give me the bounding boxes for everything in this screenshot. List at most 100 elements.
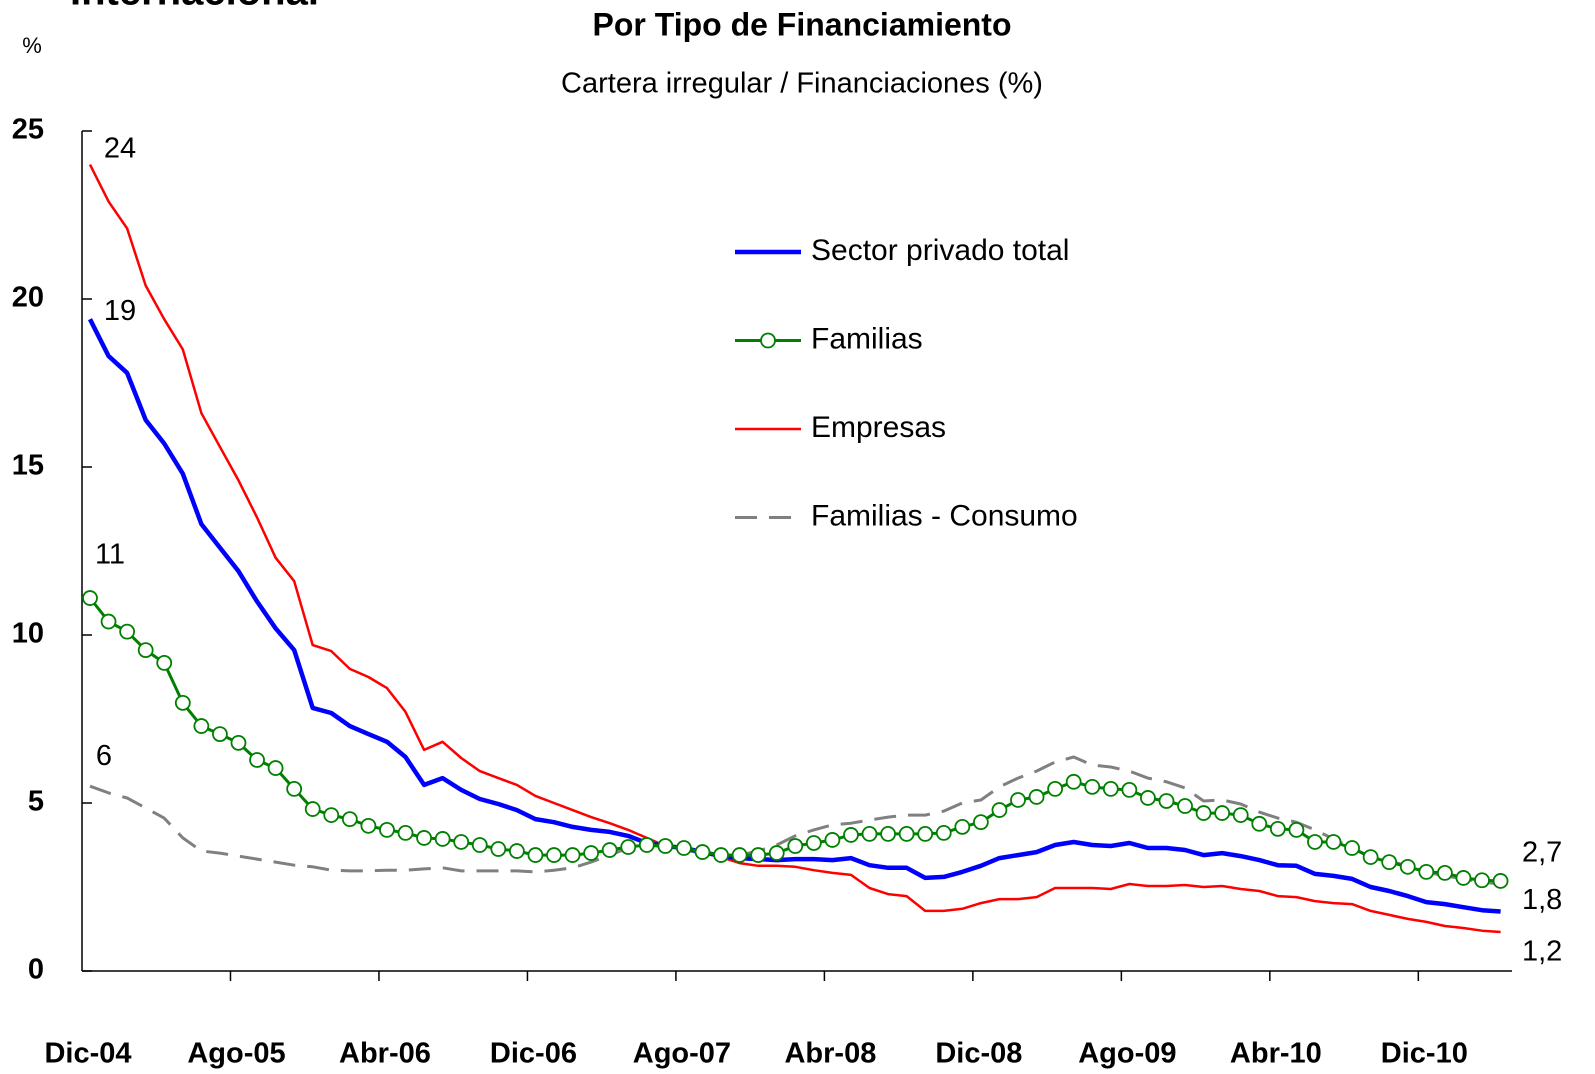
series-marker: [156, 654, 173, 671]
series-marker: [1232, 807, 1249, 823]
series-line: [87, 318, 1501, 914]
chart-title: Por Tipo de Financiamiento: [592, 6, 1011, 42]
series-marker: [267, 760, 284, 776]
series-marker: [1344, 840, 1360, 856]
series-marker: [174, 694, 191, 711]
series-marker: [805, 835, 822, 851]
value-label: 19: [104, 295, 136, 327]
series-marker: [453, 834, 470, 850]
series-marker: [694, 844, 711, 860]
x-tick-label: Dic-08: [935, 1038, 1022, 1070]
value-label: 6: [96, 740, 112, 772]
series-marker: [972, 814, 989, 831]
series-marker: [137, 642, 154, 659]
series-marker: [676, 840, 692, 856]
y-tick-label: 20: [12, 282, 44, 314]
series-marker: [787, 838, 804, 854]
series-marker: [397, 825, 414, 841]
legend-label: Empresas: [811, 411, 946, 444]
chart-subtitle: Cartera irregular / Financiaciones (%): [561, 68, 1043, 100]
value-label: 24: [104, 132, 136, 164]
series-marker: [1010, 792, 1026, 808]
series-marker: [657, 838, 674, 854]
series-marker: [490, 841, 507, 857]
value-label: 11: [95, 539, 125, 571]
series-marker: [1121, 781, 1138, 798]
series-marker: [1195, 805, 1212, 821]
series-marker: [1288, 821, 1305, 838]
series-line: [88, 164, 1501, 934]
series-marker: [286, 780, 303, 797]
series-marker: [1307, 834, 1323, 850]
y-tick-label: 10: [12, 618, 44, 650]
series-marker: [527, 847, 544, 863]
series-marker: [713, 847, 729, 863]
value-label: 1,2: [1522, 936, 1562, 968]
series-marker: [1362, 849, 1379, 865]
series-marker: [1158, 793, 1175, 809]
series-marker: [304, 801, 321, 817]
series-marker: [861, 826, 878, 842]
series-marker: [824, 832, 841, 848]
series-marker: [843, 827, 859, 843]
series-marker: [880, 826, 896, 842]
x-tick-label: Dic-04: [44, 1038, 131, 1070]
series-marker: [1140, 790, 1156, 806]
series-marker: [731, 847, 748, 863]
legend-label: Familias: [811, 322, 923, 355]
series-marker: [416, 830, 432, 846]
series-marker: [508, 843, 525, 859]
series-marker: [1102, 780, 1119, 797]
series-marker: [1084, 778, 1101, 795]
series-marker: [360, 817, 377, 834]
series-marker: [82, 590, 98, 606]
legend-label: Sector privado total: [811, 234, 1069, 267]
legend-label: Familias - Consumo: [811, 499, 1078, 532]
series-marker: [1177, 798, 1193, 814]
y-tick-label: 25: [12, 114, 44, 146]
series-marker: [583, 845, 600, 861]
series-marker: [1065, 773, 1082, 790]
series-marker: [379, 821, 395, 838]
series-marker: [620, 839, 637, 855]
series-marker: [1269, 820, 1286, 837]
series-marker: [1474, 872, 1490, 889]
x-tick-label: Abr-06: [339, 1038, 431, 1070]
x-tick-label: Dic-10: [1381, 1038, 1468, 1070]
series-marker: [768, 845, 785, 861]
series-marker: [212, 726, 228, 743]
series-marker: [1455, 870, 1472, 886]
series-marker: [917, 826, 934, 842]
series-line: [89, 755, 1501, 886]
series-marker: [249, 752, 265, 768]
series-marker: [471, 837, 488, 853]
series-marker: [1325, 834, 1342, 850]
y-tick-label: 0: [28, 954, 44, 986]
series-marker: [230, 734, 247, 751]
series-marker: [1214, 805, 1231, 821]
series-marker: [935, 825, 952, 841]
value-label: 2,7: [1522, 837, 1562, 869]
y-axis-label: %: [22, 33, 42, 58]
series-marker: [564, 847, 581, 863]
series-marker: [323, 807, 340, 823]
series-marker: [341, 811, 358, 828]
series-marker: [434, 831, 451, 847]
value-label: 1,8: [1522, 884, 1562, 916]
supertitle: Internacional: [70, 0, 319, 14]
x-tick-label: Dic-06: [490, 1038, 577, 1070]
series-marker: [898, 826, 915, 842]
series-marker: [638, 837, 655, 853]
series-marker: [193, 718, 210, 734]
series-marker: [1028, 789, 1045, 805]
series-marker: [954, 818, 971, 835]
series-marker: [750, 847, 767, 863]
legend-marker: [760, 332, 776, 349]
series-marker: [991, 802, 1008, 818]
series-marker: [100, 613, 117, 630]
x-tick-label: Ago-07: [633, 1038, 731, 1070]
series-marker: [1381, 854, 1398, 871]
x-tick-label: Abr-10: [1230, 1038, 1322, 1070]
series-marker: [1418, 863, 1435, 880]
